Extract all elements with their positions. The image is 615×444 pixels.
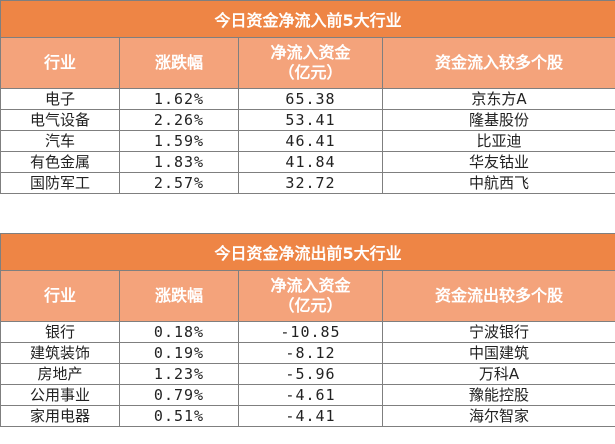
header-amount: 净流入资金 （亿元） (238, 37, 383, 89)
industry-cell: 有色金属 (0, 151, 120, 173)
change-cell: 0.51% (119, 405, 239, 427)
amount-cell: -5.96 (238, 363, 383, 385)
amount-cell: -8.12 (238, 342, 383, 364)
table-row: 建筑装饰 0.19% -8.12 中国建筑 (0, 342, 615, 364)
stock-cell: 中航西飞 (381, 172, 615, 194)
stock-cell: 万科A (381, 363, 615, 385)
industry-cell: 公用事业 (0, 384, 120, 406)
table-row: 电子 1.62% 65.38 京东方A (0, 88, 615, 110)
change-cell: 0.19% (119, 342, 239, 364)
table-row: 电气设备 2.26% 53.41 隆基股份 (0, 109, 615, 131)
industry-cell: 家用电器 (0, 405, 120, 427)
header-change: 涨跌幅 (119, 270, 239, 322)
change-cell: 1.62% (119, 88, 239, 110)
header-amount-line2: （亿元） (278, 63, 343, 82)
header-industry: 行业 (0, 270, 120, 322)
amount-cell: 46.41 (238, 130, 383, 152)
table-row: 家用电器 0.51% -4.41 海尔智家 (0, 405, 615, 427)
header-stocks: 资金流出较多个股 (381, 270, 615, 322)
stock-cell: 中国建筑 (381, 342, 615, 364)
amount-cell: -4.41 (238, 405, 383, 427)
header-amount-line2: （亿元） (278, 296, 343, 315)
outflow-table-title: 今日资金净流出前5大行业 (0, 233, 615, 271)
change-cell: 0.79% (119, 384, 239, 406)
amount-cell: -10.85 (238, 321, 383, 343)
inflow-table-block: 今日资金净流入前5大行业 行业 涨跌幅 净流入资金 （亿元） 资金流入较多个股 … (0, 0, 615, 194)
outflow-table: 今日资金净流出前5大行业 行业 涨跌幅 净流入资金 （亿元） 资金流出较多个股 … (0, 233, 615, 427)
industry-cell: 电气设备 (0, 109, 120, 131)
header-change: 涨跌幅 (119, 37, 239, 89)
stock-cell: 隆基股份 (381, 109, 615, 131)
industry-cell: 银行 (0, 321, 120, 343)
amount-cell: 53.41 (238, 109, 383, 131)
change-cell: 2.57% (119, 172, 239, 194)
header-industry: 行业 (0, 37, 120, 89)
table-row: 国防军工 2.57% 32.72 中航西飞 (0, 172, 615, 194)
inflow-header-row: 行业 涨跌幅 净流入资金 （亿元） 资金流入较多个股 (0, 37, 615, 89)
inflow-table-title: 今日资金净流入前5大行业 (0, 0, 615, 38)
change-cell: 0.18% (119, 321, 239, 343)
table-row: 房地产 1.23% -5.96 万科A (0, 363, 615, 385)
change-cell: 1.23% (119, 363, 239, 385)
outflow-header-row: 行业 涨跌幅 净流入资金 （亿元） 资金流出较多个股 (0, 270, 615, 322)
stock-cell: 海尔智家 (381, 405, 615, 427)
header-amount: 净流入资金 （亿元） (238, 270, 383, 322)
stock-cell: 华友钴业 (381, 151, 615, 173)
industry-cell: 汽车 (0, 130, 120, 152)
stock-cell: 豫能控股 (381, 384, 615, 406)
amount-cell: -4.61 (238, 384, 383, 406)
industry-cell: 建筑装饰 (0, 342, 120, 364)
outflow-title-row: 今日资金净流出前5大行业 (0, 233, 615, 271)
stock-cell: 比亚迪 (381, 130, 615, 152)
header-amount-line1: 净流入资金 (270, 276, 351, 295)
header-amount-line1: 净流入资金 (270, 43, 351, 62)
amount-cell: 65.38 (238, 88, 383, 110)
outflow-table-block: 今日资金净流出前5大行业 行业 涨跌幅 净流入资金 （亿元） 资金流出较多个股 … (0, 233, 615, 427)
change-cell: 1.83% (119, 151, 239, 173)
stock-cell: 宁波银行 (381, 321, 615, 343)
change-cell: 1.59% (119, 130, 239, 152)
change-cell: 2.26% (119, 109, 239, 131)
industry-cell: 国防军工 (0, 172, 120, 194)
inflow-table: 今日资金净流入前5大行业 行业 涨跌幅 净流入资金 （亿元） 资金流入较多个股 … (0, 0, 615, 194)
inflow-title-row: 今日资金净流入前5大行业 (0, 0, 615, 38)
table-row: 汽车 1.59% 46.41 比亚迪 (0, 130, 615, 152)
stock-cell: 京东方A (381, 88, 615, 110)
table-row: 银行 0.18% -10.85 宁波银行 (0, 321, 615, 343)
industry-cell: 电子 (0, 88, 120, 110)
table-row: 公用事业 0.79% -4.61 豫能控股 (0, 384, 615, 406)
header-stocks: 资金流入较多个股 (381, 37, 615, 89)
table-row: 有色金属 1.83% 41.84 华友钴业 (0, 151, 615, 173)
industry-cell: 房地产 (0, 363, 120, 385)
amount-cell: 41.84 (238, 151, 383, 173)
amount-cell: 32.72 (238, 172, 383, 194)
